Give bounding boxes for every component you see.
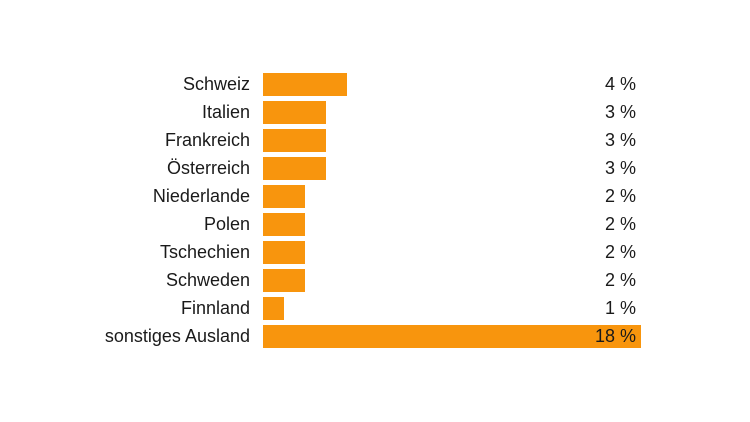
bar-track: 1 % xyxy=(263,297,750,320)
bar-track: 3 % xyxy=(263,157,750,180)
bar xyxy=(263,241,305,264)
value-label: 3 % xyxy=(604,158,636,178)
category-label: Österreich xyxy=(166,158,250,178)
category-label: sonstiges Ausland xyxy=(104,326,250,346)
value-label: 4 % xyxy=(604,74,636,94)
bar-track: 4 % xyxy=(263,73,750,96)
chart-row: Österreich 3 % xyxy=(0,155,750,183)
category-label: Frankreich xyxy=(164,130,250,150)
category-label: Italien xyxy=(201,102,250,122)
bar-track: 2 % xyxy=(263,269,750,292)
category-label: Niederlande xyxy=(152,186,250,206)
bar xyxy=(263,101,326,124)
bar xyxy=(263,269,305,292)
value-label: 3 % xyxy=(604,102,636,122)
chart-row: Schweiz 4 % xyxy=(0,71,750,99)
value-label: 2 % xyxy=(604,214,636,234)
bar-track: 2 % xyxy=(263,185,750,208)
category-label: Tschechien xyxy=(159,242,250,262)
value-label: 1 % xyxy=(604,298,636,318)
chart-row: sonstiges Ausland 18 % xyxy=(0,323,750,351)
value-label: 2 % xyxy=(604,186,636,206)
value-label: 2 % xyxy=(604,242,636,262)
value-label: 2 % xyxy=(604,270,636,290)
bar-track: 18 % xyxy=(263,325,750,348)
chart-row: Schweden 2 % xyxy=(0,267,750,295)
category-label: Polen xyxy=(203,214,250,234)
chart-row: Frankreich 3 % xyxy=(0,127,750,155)
value-label: 3 % xyxy=(604,130,636,150)
bar xyxy=(263,297,284,320)
value-label: 18 % xyxy=(594,326,636,346)
bar xyxy=(263,157,326,180)
bar-track: 2 % xyxy=(263,213,750,236)
bar-chart: Schweiz 4 % Italien 3 % Frankreich 3 % Österre… xyxy=(0,71,750,351)
bar-track: 3 % xyxy=(263,129,750,152)
chart-row: Niederlande 2 % xyxy=(0,183,750,211)
category-label: Schweden xyxy=(165,270,250,290)
bar-track: 3 % xyxy=(263,101,750,124)
chart-row: Tschechien 2 % xyxy=(0,239,750,267)
category-label: Schweiz xyxy=(182,74,250,94)
bar xyxy=(263,73,347,96)
bar xyxy=(263,129,326,152)
bar-track: 2 % xyxy=(263,241,750,264)
bar xyxy=(263,185,305,208)
bar xyxy=(263,325,641,348)
category-label: Finnland xyxy=(180,298,250,318)
chart-row: Polen 2 % xyxy=(0,211,750,239)
bar xyxy=(263,213,305,236)
chart-row: Finnland 1 % xyxy=(0,295,750,323)
chart-row: Italien 3 % xyxy=(0,99,750,127)
